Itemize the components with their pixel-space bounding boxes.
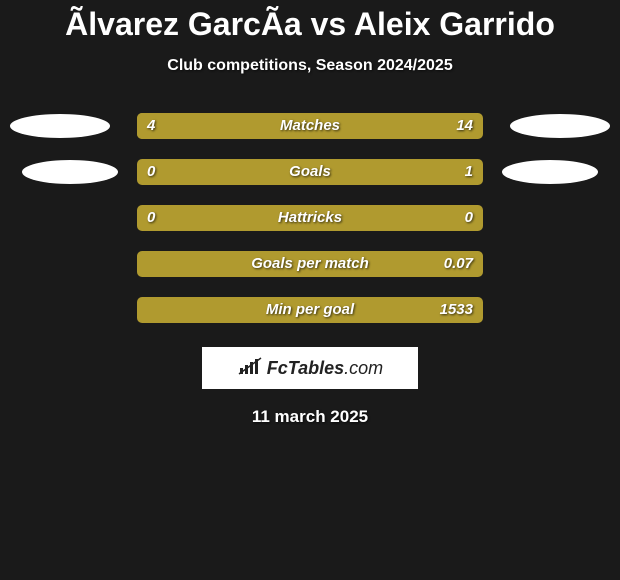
stat-value-right: 0	[465, 205, 473, 231]
logo-text: FcTables.com	[267, 358, 383, 379]
logo-suffix: .com	[344, 358, 383, 378]
stat-bar: Hattricks0 0	[137, 205, 483, 231]
subtitle: Club competitions, Season 2024/2025	[0, 57, 620, 75]
stat-bar: Goals per match0.07	[137, 251, 483, 277]
left-ellipse	[10, 114, 110, 138]
logo-box[interactable]: FcTables.com	[202, 347, 418, 389]
stat-bar: Min per goal1533	[137, 297, 483, 323]
left-ellipse	[22, 160, 118, 184]
page-title: Ãlvarez GarcÃ­a vs Aleix Garrido	[0, 0, 620, 43]
stat-bar: Goals0 1	[137, 159, 483, 185]
stat-row: Goals per match0.07	[0, 251, 620, 277]
bars-icon	[237, 356, 263, 381]
stat-label: Goals	[137, 159, 483, 185]
stat-label: Matches	[137, 113, 483, 139]
logo-brand: FcTables	[267, 358, 344, 378]
stat-row: Matches4 14	[0, 113, 620, 139]
stat-label: Goals per match	[137, 251, 483, 277]
date-label: 11 march 2025	[0, 407, 620, 427]
stat-row: Min per goal1533	[0, 297, 620, 323]
comparison-widget: Ãlvarez GarcÃ­a vs Aleix Garrido Club co…	[0, 0, 620, 580]
right-ellipse	[510, 114, 610, 138]
stat-value-left: 0	[147, 205, 155, 231]
stat-label: Hattricks	[137, 205, 483, 231]
stat-row: Goals0 1	[0, 159, 620, 185]
stat-value-right: 1	[465, 159, 473, 185]
stat-value-left: 4	[147, 113, 155, 139]
stats-rows: Matches414Goals01Hattricks00Goals per ma…	[0, 113, 620, 323]
logo-inner: FcTables.com	[237, 356, 383, 381]
stat-bar: Matches4 14	[137, 113, 483, 139]
stat-row: Hattricks0 0	[0, 205, 620, 231]
right-ellipse	[502, 160, 598, 184]
stat-value-left: 0	[147, 159, 155, 185]
stat-value-right: 0.07	[444, 251, 473, 277]
stat-label: Min per goal	[137, 297, 483, 323]
stat-value-right: 1533	[440, 297, 473, 323]
stat-value-right: 14	[456, 113, 473, 139]
